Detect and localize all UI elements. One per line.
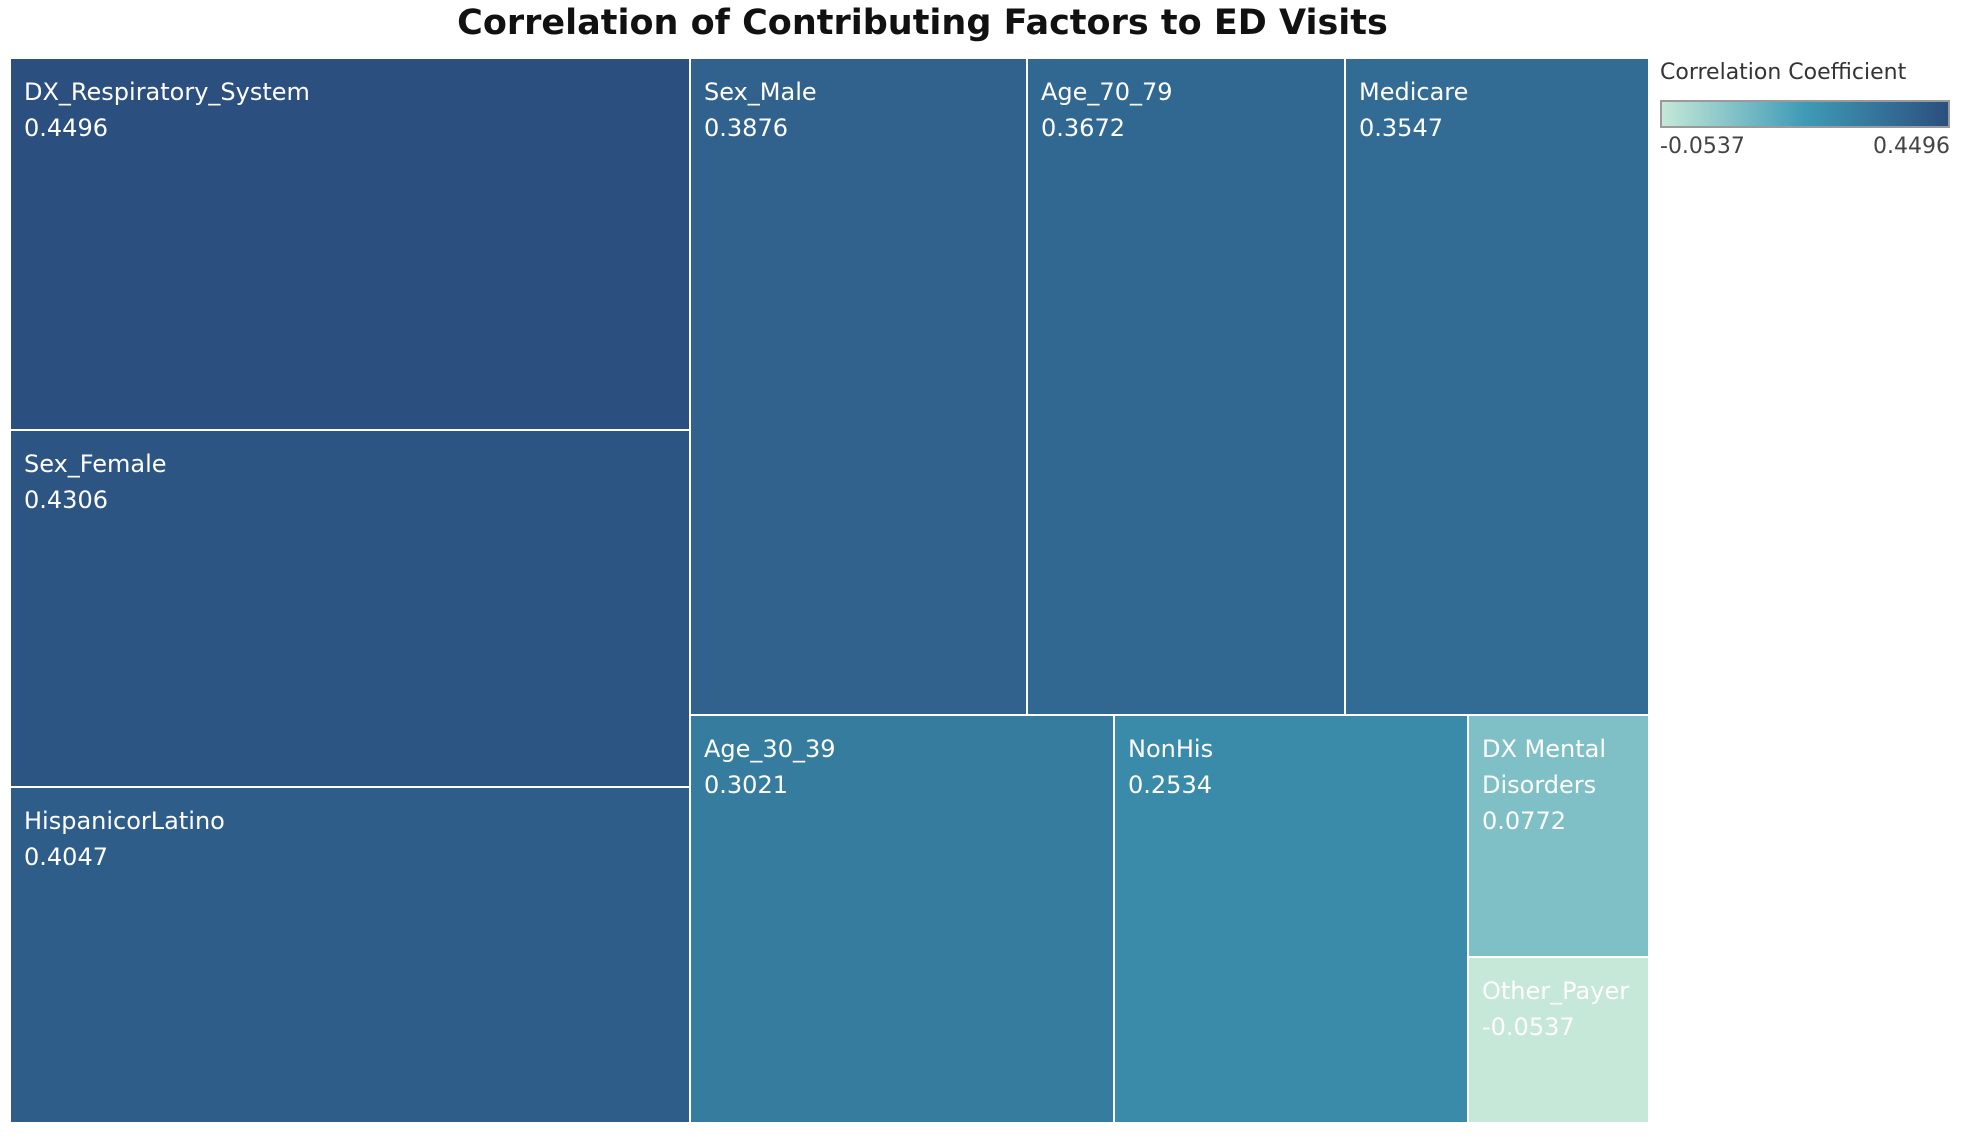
tile-value-label: 0.3021 — [704, 771, 788, 799]
tile-name-label: Sex_Male — [704, 78, 817, 106]
legend-gradient-bar — [1660, 100, 1950, 128]
tile-hispanicorlatino[interactable]: HispanicorLatino 0.4047 — [9, 786, 691, 1124]
color-legend: Correlation Coefficient -0.0537 0.4496 — [1660, 58, 1969, 166]
tile-value-label: 0.4496 — [24, 114, 108, 142]
tile-dx-respiratory-system[interactable]: DX_Respiratory_System 0.4496 — [9, 57, 691, 431]
tile-medicare[interactable]: Medicare 0.3547 — [1344, 57, 1650, 716]
tile-name-label: HispanicorLatino — [24, 807, 225, 835]
legend-min-label: -0.0537 — [1660, 134, 1745, 159]
tile-rect[interactable] — [689, 57, 1028, 716]
tile-rect[interactable] — [689, 714, 1115, 1124]
tile-rect[interactable] — [9, 57, 691, 431]
tile-name-label: Age_30_39 — [704, 735, 836, 763]
tile-value-label: 0.3672 — [1041, 114, 1125, 142]
tile-name-label: Medicare — [1359, 78, 1468, 106]
chart-title: Correlation of Contributing Factors to E… — [457, 3, 1388, 43]
legend-ticks: -0.0537 0.4496 — [1660, 134, 1950, 166]
tile-sex-female[interactable]: Sex_Female 0.4306 — [9, 429, 691, 788]
tile-name-label: DX_Respiratory_System — [24, 78, 310, 106]
tile-age-30-39[interactable]: Age_30_39 0.3021 — [689, 714, 1115, 1124]
tile-rect[interactable] — [1026, 57, 1346, 716]
tile-value-label: 0.3547 — [1359, 114, 1443, 142]
tile-name-label: Sex_Female — [24, 450, 167, 478]
legend-max-label: 0.4496 — [1873, 134, 1950, 159]
tile-name-label: DX Mental Disorders — [1482, 735, 1606, 799]
tile-value-label: 0.4306 — [24, 486, 108, 514]
tile-rect[interactable] — [9, 786, 691, 1124]
legend-title: Correlation Coefficient — [1660, 60, 1907, 85]
tile-rect[interactable] — [9, 429, 691, 788]
tile-value-label: 0.2534 — [1128, 771, 1212, 799]
tile-value-label: 0.3876 — [704, 114, 788, 142]
tile-rect[interactable] — [1467, 714, 1650, 958]
tile-rect[interactable] — [1344, 57, 1650, 716]
tile-nonhis[interactable]: NonHis 0.2534 — [1113, 714, 1469, 1124]
tile-value-label: 0.0772 — [1482, 807, 1566, 835]
tile-name-label: Age_70_79 — [1041, 78, 1173, 106]
tile-value-label: -0.0537 — [1482, 1013, 1575, 1041]
tile-other-payer[interactable]: Other_Payer -0.0537 — [1467, 956, 1650, 1124]
tile-value-label: 0.4047 — [24, 843, 108, 871]
tile-name-label: NonHis — [1128, 735, 1213, 763]
tile-age-70-79[interactable]: Age_70_79 0.3672 — [1026, 57, 1346, 716]
tile-rect[interactable] — [1467, 956, 1650, 1124]
tile-name-label: Other_Payer — [1482, 977, 1629, 1005]
tile-dx-mental-disorders[interactable]: DX Mental Disorders 0.0772 — [1467, 714, 1650, 958]
tile-sex-male[interactable]: Sex_Male 0.3876 — [689, 57, 1028, 716]
tile-rect[interactable] — [1113, 714, 1469, 1124]
